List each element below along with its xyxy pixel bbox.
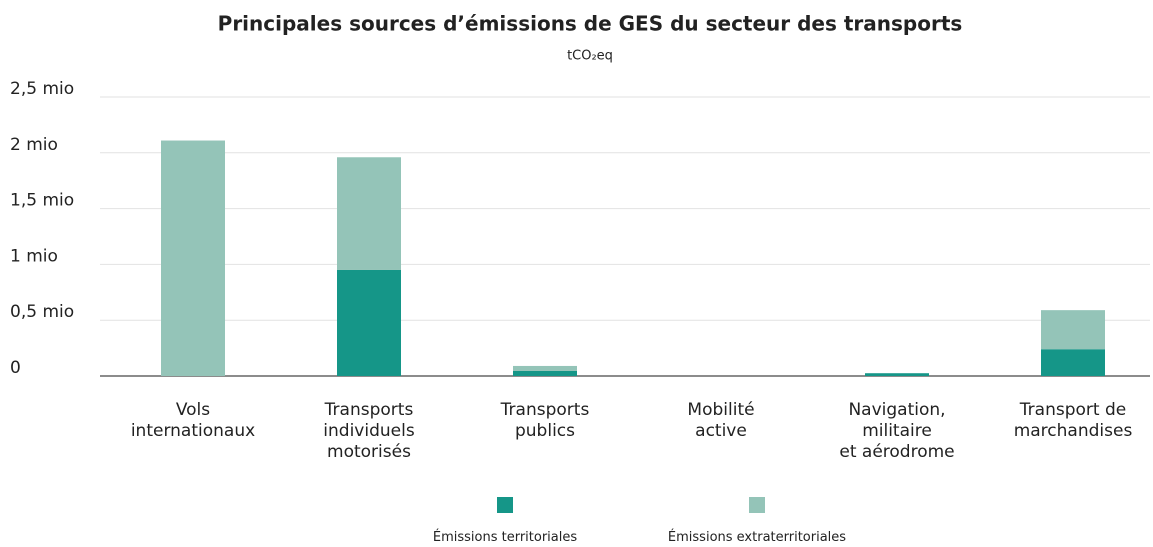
- x-tick-label: Transports individuels motorisés: [323, 400, 415, 462]
- y-tick-label: 1 mio: [10, 246, 58, 266]
- chart-subtitle: tCO₂eq: [567, 49, 613, 64]
- x-tick-label: Transport de marchandises: [1013, 400, 1133, 441]
- y-tick-label: 2,5 mio: [10, 79, 74, 99]
- y-tick-label: 0: [10, 358, 21, 378]
- bar-segment: [513, 365, 577, 371]
- legend-swatch: [497, 497, 513, 513]
- legend-label: Émissions territoriales: [432, 530, 578, 545]
- x-tick-label: Transports publics: [500, 400, 590, 441]
- bar-segment: [337, 269, 401, 376]
- x-tick-label: Mobilité active: [687, 400, 755, 441]
- x-tick-label: Vols internationaux: [130, 400, 256, 441]
- y-tick-label: 1,5 mio: [10, 191, 74, 211]
- y-tick-label: 0,5 mio: [10, 302, 74, 322]
- bar-segment: [513, 370, 577, 376]
- bar-segment: [161, 140, 225, 376]
- y-tick-label: 2 mio: [10, 135, 58, 155]
- bar-segment: [1041, 349, 1105, 376]
- bar-segment: [337, 157, 401, 270]
- legend-label: Émissions extraterritoriales: [667, 530, 847, 545]
- bar-segment: [865, 373, 929, 376]
- legend-swatch: [749, 497, 765, 513]
- chart-title: Principales sources d’émissions de GES d…: [218, 12, 963, 36]
- x-tick-label: Navigation, militaire et aérodrome: [839, 400, 955, 462]
- bar-segment: [1041, 310, 1105, 350]
